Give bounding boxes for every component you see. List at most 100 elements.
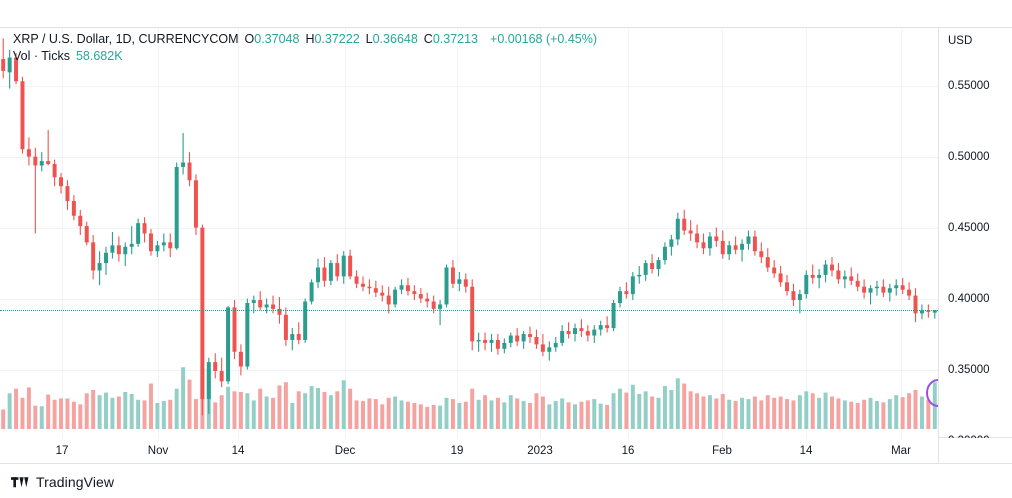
volume-bar — [238, 391, 243, 429]
volume-bar — [630, 384, 635, 429]
volume-bar — [316, 388, 321, 429]
volume-bar — [534, 393, 539, 429]
candle-body — [842, 276, 847, 280]
hgridline-3 — [0, 299, 938, 300]
volume-bar — [91, 390, 96, 429]
candle-body — [528, 334, 533, 337]
volume-bar — [59, 398, 64, 429]
volume-bar — [682, 383, 687, 429]
vgridline-2 — [238, 28, 239, 439]
candle-body — [405, 285, 410, 292]
candle-body — [637, 274, 642, 277]
candle-body — [457, 279, 462, 284]
volume-bar — [617, 388, 622, 429]
candle-body — [20, 81, 25, 150]
volume-bar — [842, 400, 847, 429]
volume-bar — [187, 379, 192, 429]
candle-body — [592, 329, 597, 336]
candle-body — [849, 276, 854, 281]
candle-body — [123, 246, 128, 255]
candle-body — [720, 240, 725, 255]
candle-body — [296, 334, 301, 340]
time-tick-0: 17 — [55, 445, 69, 457]
candle-body — [470, 286, 475, 342]
volume-bar — [733, 401, 738, 429]
volume-bar — [862, 399, 867, 429]
volume-bar — [405, 401, 410, 429]
volume-bar — [553, 401, 558, 429]
price-axis[interactable]: USD 0.550000.500000.450000.400000.350000… — [938, 27, 1012, 447]
candle-body — [862, 286, 867, 293]
price-tick-3: 0.40000 — [948, 293, 990, 305]
candle-body — [887, 288, 892, 293]
volume-bar — [508, 395, 513, 429]
candle-body — [264, 304, 269, 308]
time-axis[interactable]: 17 Nov 14 Dec 19 2023 16 Feb 14 Mar — [0, 438, 938, 464]
chart-pane[interactable] — [0, 27, 938, 440]
candle-body — [611, 302, 616, 329]
candle-body — [669, 239, 674, 247]
volume-bar — [913, 390, 918, 429]
time-tick-1: Nov — [147, 445, 169, 457]
volume-bar — [804, 391, 809, 429]
candle-body — [354, 276, 359, 284]
candle-body — [238, 351, 243, 367]
volume-bar — [271, 397, 276, 429]
candle-body — [881, 286, 886, 293]
candle-body — [65, 186, 70, 201]
candle-body — [399, 285, 404, 290]
vgridline-3 — [345, 28, 346, 439]
candle-body — [303, 301, 308, 340]
volume-bar — [104, 392, 108, 429]
volume-bar — [393, 396, 398, 429]
candle-body — [919, 310, 924, 314]
candle-body — [874, 286, 879, 289]
time-tick-4: 19 — [450, 445, 464, 457]
volume-bar — [354, 400, 359, 429]
volume-bar — [849, 401, 854, 429]
candle-body — [515, 335, 520, 342]
candle-body — [791, 291, 796, 301]
axis-corner[interactable] — [938, 438, 1012, 464]
volume-bar — [431, 404, 436, 429]
volume-bar — [476, 399, 481, 429]
candle-body — [14, 57, 19, 82]
volume-bar — [881, 402, 886, 429]
candle-body — [727, 245, 732, 255]
volume-bar — [772, 397, 777, 429]
candle-body — [463, 279, 468, 287]
volume-bar — [900, 397, 905, 429]
candle-body — [33, 156, 38, 166]
volume-bar — [226, 386, 231, 429]
volume-bar — [245, 393, 250, 429]
candle-body — [682, 218, 687, 231]
tradingview-branding[interactable]: TradingView — [11, 474, 114, 490]
candle-body — [489, 339, 494, 343]
candle-body — [155, 245, 160, 252]
volume-bar — [720, 393, 725, 429]
time-tick-8: 14 — [799, 445, 813, 457]
candle-body — [932, 310, 937, 313]
volume-bar — [136, 399, 141, 429]
candle-body — [444, 267, 449, 305]
hgridline-1 — [0, 157, 938, 158]
candle-body — [168, 242, 173, 249]
price-axis-currency: USD — [948, 35, 973, 47]
volume-bar — [84, 393, 89, 429]
volume-bar — [592, 399, 597, 429]
candle-body — [52, 164, 57, 178]
hgridline-2 — [0, 228, 938, 229]
volume-bar — [650, 396, 655, 429]
volume-bar — [232, 391, 237, 429]
candle-body — [810, 274, 815, 278]
candle-body — [502, 342, 507, 349]
candle-body — [380, 292, 385, 296]
candle-body — [200, 227, 205, 400]
candle-body — [104, 252, 108, 264]
candle-body — [540, 344, 545, 352]
candle-body — [322, 267, 327, 281]
volume-bar — [39, 406, 44, 429]
volume-bar — [585, 400, 590, 429]
candle-body — [97, 263, 102, 271]
